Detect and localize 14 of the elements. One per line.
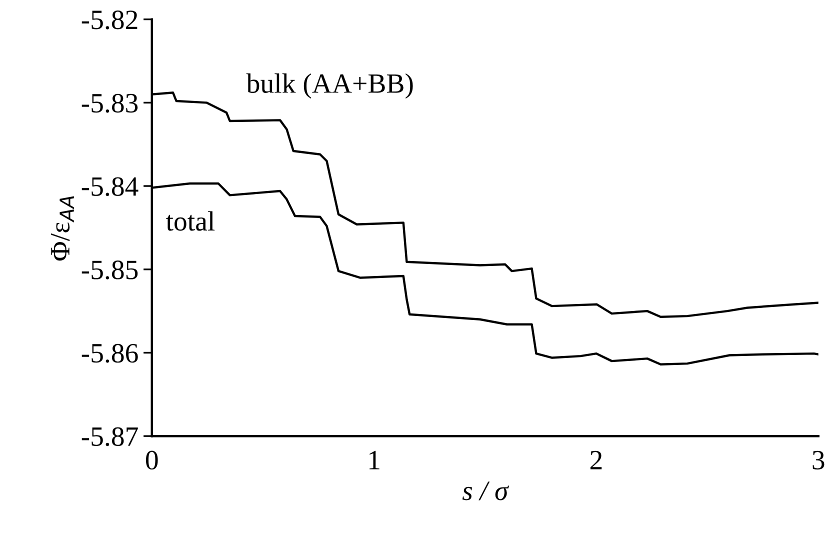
x-tick-label: 1	[370, 450, 380, 470]
y-tick-label: -5.83	[82, 94, 138, 113]
x-tick-label: 3	[812, 450, 824, 470]
y-tick-label: -5.82	[82, 10, 138, 30]
y-tick-label: -5.84	[82, 177, 138, 196]
x-tick-label: 2	[590, 450, 602, 470]
series-label: total	[166, 211, 215, 231]
y-tick-label: -5.87	[82, 427, 138, 446]
y-tick-label: -5.85	[82, 260, 138, 280]
x-axis-title: s / σ	[462, 482, 510, 500]
series-label: bulk (AA+BB)	[246, 73, 413, 99]
x-tick-label: 0	[146, 450, 158, 470]
y-axis-title: Φ/ε$_{AA}$	[51, 196, 74, 261]
y-tick-label: -5.86	[82, 344, 138, 363]
